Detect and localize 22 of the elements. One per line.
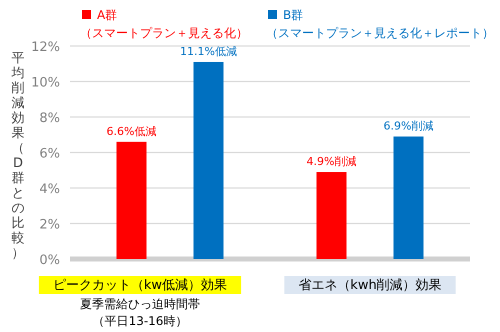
legend-label: A群（スマートプラン＋見える化） xyxy=(80,8,248,40)
data-label: 4.9%削減 xyxy=(306,155,356,168)
y-tick-label: 8% xyxy=(39,111,60,126)
text: 夏季需給ひっ迫時間帯 xyxy=(80,297,200,311)
data-label: 6.9%削減 xyxy=(384,120,434,133)
bar xyxy=(316,172,346,259)
text: 平均削減効果（D群との比較） xyxy=(12,51,24,261)
y-tick-label: 4% xyxy=(39,182,60,197)
y-tick-label: 10% xyxy=(31,76,60,90)
data-label: 6.6%低減 xyxy=(106,124,156,138)
bar xyxy=(116,142,146,259)
x-tick-label: ピークカット（kw低減）効果 xyxy=(52,278,228,293)
bar xyxy=(394,136,424,259)
y-tick-label: 12% xyxy=(31,40,60,55)
legend-label: B群（スマートプラン＋見える化＋レポート） xyxy=(266,8,494,40)
y-tick-label: 0% xyxy=(39,253,60,268)
x-tick-label: 省エネ（kwh削減）効果 xyxy=(298,278,442,293)
y-tick-label: 2% xyxy=(39,218,60,232)
y-tick-label: 6% xyxy=(39,146,60,162)
data-label: 11.1%低減 xyxy=(180,44,237,58)
text: （平日13-16時） xyxy=(92,314,188,328)
bar xyxy=(194,62,224,259)
